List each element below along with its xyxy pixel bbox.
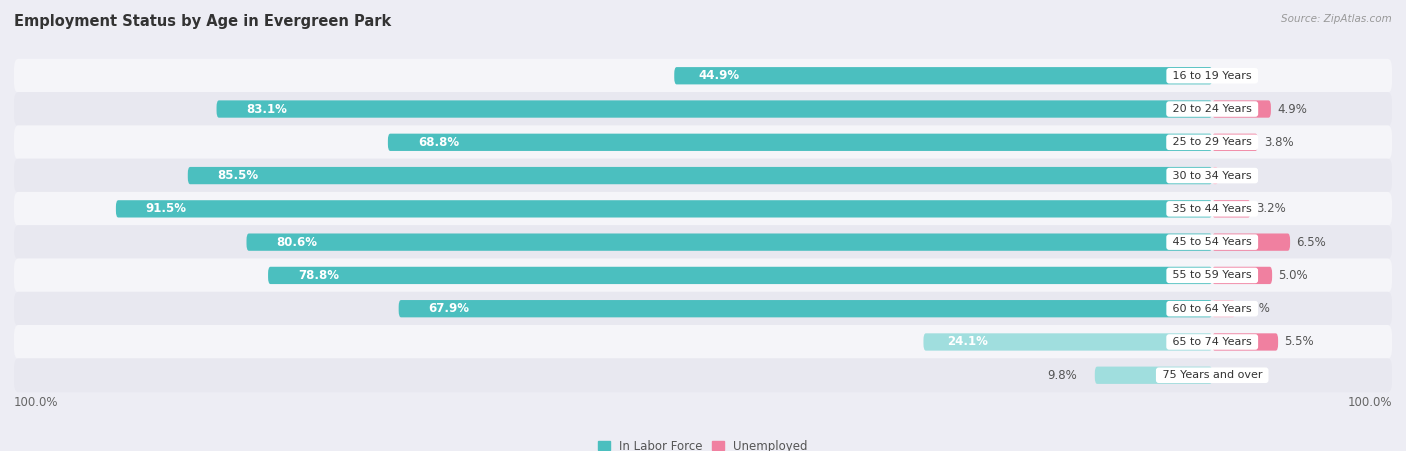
Text: 44.9%: 44.9%: [699, 69, 740, 82]
FancyBboxPatch shape: [399, 300, 1212, 318]
Text: 3.2%: 3.2%: [1257, 202, 1286, 216]
Text: 9.8%: 9.8%: [1047, 369, 1077, 382]
FancyBboxPatch shape: [388, 133, 1212, 151]
Text: 16 to 19 Years: 16 to 19 Years: [1170, 71, 1256, 81]
FancyBboxPatch shape: [14, 225, 1392, 259]
FancyBboxPatch shape: [14, 325, 1392, 359]
Text: 78.8%: 78.8%: [298, 269, 339, 282]
FancyBboxPatch shape: [1212, 167, 1218, 184]
FancyBboxPatch shape: [14, 258, 1392, 292]
Text: 3.8%: 3.8%: [1264, 136, 1294, 149]
FancyBboxPatch shape: [14, 192, 1392, 226]
FancyBboxPatch shape: [1212, 333, 1278, 350]
FancyBboxPatch shape: [14, 358, 1392, 392]
Text: 60 to 64 Years: 60 to 64 Years: [1170, 304, 1256, 314]
FancyBboxPatch shape: [1212, 101, 1271, 118]
FancyBboxPatch shape: [14, 125, 1392, 159]
Text: 6.5%: 6.5%: [1296, 235, 1326, 249]
Text: 85.5%: 85.5%: [218, 169, 259, 182]
FancyBboxPatch shape: [675, 67, 1212, 84]
Text: 30 to 34 Years: 30 to 34 Years: [1170, 170, 1256, 180]
Text: 35 to 44 Years: 35 to 44 Years: [1170, 204, 1256, 214]
Text: 45 to 54 Years: 45 to 54 Years: [1170, 237, 1256, 247]
Text: 68.8%: 68.8%: [418, 136, 458, 149]
Text: 20 to 24 Years: 20 to 24 Years: [1168, 104, 1256, 114]
Text: Employment Status by Age in Evergreen Park: Employment Status by Age in Evergreen Pa…: [14, 14, 391, 28]
FancyBboxPatch shape: [246, 234, 1212, 251]
Text: 55 to 59 Years: 55 to 59 Years: [1170, 271, 1256, 281]
Text: 67.9%: 67.9%: [429, 302, 470, 315]
FancyBboxPatch shape: [115, 200, 1212, 217]
FancyBboxPatch shape: [1212, 133, 1258, 151]
Text: 0.5%: 0.5%: [1225, 169, 1254, 182]
FancyBboxPatch shape: [14, 59, 1392, 93]
FancyBboxPatch shape: [1212, 300, 1234, 318]
Text: 100.0%: 100.0%: [14, 396, 59, 409]
FancyBboxPatch shape: [1212, 234, 1291, 251]
Text: 65 to 74 Years: 65 to 74 Years: [1170, 337, 1256, 347]
FancyBboxPatch shape: [1095, 367, 1212, 384]
FancyBboxPatch shape: [14, 159, 1392, 193]
Text: 5.5%: 5.5%: [1284, 336, 1313, 349]
Text: 4.9%: 4.9%: [1277, 102, 1306, 115]
FancyBboxPatch shape: [1212, 200, 1250, 217]
FancyBboxPatch shape: [14, 292, 1392, 326]
Text: 5.0%: 5.0%: [1278, 269, 1308, 282]
Text: 75 Years and over: 75 Years and over: [1159, 370, 1265, 380]
Text: 24.1%: 24.1%: [948, 336, 988, 349]
FancyBboxPatch shape: [1212, 267, 1272, 284]
Text: 83.1%: 83.1%: [246, 102, 287, 115]
Text: 80.6%: 80.6%: [277, 235, 318, 249]
FancyBboxPatch shape: [14, 92, 1392, 126]
Text: 0.0%: 0.0%: [1218, 369, 1249, 382]
Text: 100.0%: 100.0%: [1347, 396, 1392, 409]
Text: 91.5%: 91.5%: [146, 202, 187, 216]
Text: Source: ZipAtlas.com: Source: ZipAtlas.com: [1281, 14, 1392, 23]
Text: 0.0%: 0.0%: [1218, 69, 1249, 82]
FancyBboxPatch shape: [269, 267, 1212, 284]
Text: 1.9%: 1.9%: [1241, 302, 1271, 315]
FancyBboxPatch shape: [217, 101, 1212, 118]
Text: 25 to 29 Years: 25 to 29 Years: [1168, 137, 1256, 147]
FancyBboxPatch shape: [924, 333, 1212, 350]
FancyBboxPatch shape: [188, 167, 1212, 184]
Legend: In Labor Force, Unemployed: In Labor Force, Unemployed: [598, 440, 808, 451]
